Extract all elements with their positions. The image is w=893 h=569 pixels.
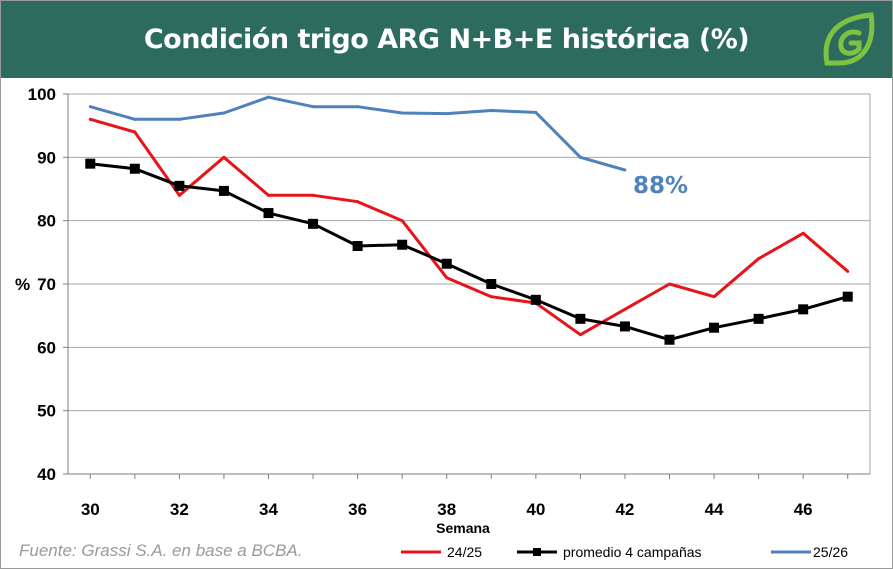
data-point xyxy=(530,294,541,305)
x-tick-label: 42 xyxy=(615,500,634,519)
data-point xyxy=(222,155,226,159)
data-point xyxy=(352,241,363,251)
x-tick-label: 30 xyxy=(81,500,100,519)
data-point xyxy=(133,130,137,134)
y-axis-label: % xyxy=(15,275,30,294)
legend-label: 24/25 xyxy=(447,544,482,560)
y-tick-label: 40 xyxy=(37,465,56,484)
data-point xyxy=(445,276,449,280)
data-point xyxy=(85,158,96,169)
data-point xyxy=(445,112,449,116)
leaf-g-logo-icon xyxy=(823,12,875,66)
y-tick-label: 80 xyxy=(37,212,56,231)
y-tick-label: 50 xyxy=(37,402,56,421)
data-point xyxy=(267,95,270,99)
series-1 xyxy=(88,117,850,337)
data-point xyxy=(308,218,319,229)
data-point xyxy=(534,110,538,114)
data-point xyxy=(578,155,582,159)
data-point xyxy=(757,257,761,261)
legend: 24/25 promedio 4 campañas 25/26 xyxy=(401,544,848,560)
data-point xyxy=(846,269,850,273)
data-point xyxy=(709,322,720,333)
data-point xyxy=(753,313,764,324)
legend-label: promedio 4 campañas xyxy=(563,544,702,560)
x-tick-label: 32 xyxy=(170,500,189,519)
y-tick-label: 60 xyxy=(37,338,56,357)
data-point xyxy=(263,208,274,219)
chart-title: Condición trigo ARG N+B+E histórica (%) xyxy=(143,24,750,55)
series-2 xyxy=(85,158,853,345)
series-line xyxy=(90,162,849,342)
y-axis-ticks: 40 50 60 70 80 90 100 xyxy=(28,85,68,484)
data-point xyxy=(311,193,315,197)
x-tick-label: 38 xyxy=(437,500,456,519)
data-point xyxy=(489,295,493,299)
legend-item: promedio 4 campañas xyxy=(517,544,702,560)
data-point xyxy=(311,105,315,109)
data-point xyxy=(356,200,360,204)
data-point xyxy=(619,321,630,332)
x-tick-label: 46 xyxy=(794,500,813,519)
legend-item: 24/25 xyxy=(401,544,482,560)
legend-item: 25/26 xyxy=(771,544,848,560)
data-point xyxy=(441,258,452,269)
data-point xyxy=(798,304,809,315)
data-point xyxy=(397,239,408,250)
data-point xyxy=(489,108,493,112)
x-tick-label: 44 xyxy=(705,500,724,519)
x-axis-label: Semana xyxy=(436,520,490,536)
data-point xyxy=(88,117,92,121)
data-point xyxy=(218,185,229,196)
series-line xyxy=(89,117,849,337)
data-point xyxy=(174,180,185,191)
data-point xyxy=(575,313,586,324)
data-point xyxy=(801,231,805,235)
y-tick-label: 100 xyxy=(28,85,56,104)
data-point xyxy=(177,117,181,121)
y-tick-label: 70 xyxy=(37,275,56,294)
series-layer xyxy=(85,95,853,345)
data-point xyxy=(267,193,270,197)
x-tick-label: 34 xyxy=(259,500,278,519)
data-point xyxy=(356,105,360,109)
data-point xyxy=(623,168,627,172)
data-point xyxy=(623,307,627,311)
data-point xyxy=(88,105,92,109)
data-point xyxy=(842,291,853,302)
data-point xyxy=(400,111,404,115)
data-point xyxy=(133,117,137,121)
data-point xyxy=(486,279,497,289)
title-banner: Condición trigo ARG N+B+E histórica (%) xyxy=(1,1,892,78)
legend-label: 25/26 xyxy=(813,544,848,560)
x-tick-label: 36 xyxy=(348,500,367,519)
data-point xyxy=(664,334,675,345)
data-point xyxy=(177,193,181,197)
data-point xyxy=(668,282,671,286)
x-tick-label: 40 xyxy=(526,500,545,519)
data-point xyxy=(400,219,404,223)
data-point xyxy=(578,333,582,337)
data-point xyxy=(712,295,716,299)
data-point xyxy=(129,163,140,174)
source-note: Fuente: Grassi S.A. en base a BCBA. xyxy=(19,541,303,560)
data-point xyxy=(222,111,226,115)
x-axis-ticks: 30 32 34 36 38 40 42 44 46 xyxy=(81,474,849,519)
legend-marker xyxy=(533,548,541,556)
y-tick-label: 90 xyxy=(37,148,56,167)
series-3 xyxy=(88,95,627,172)
last-value-annotation: 88% xyxy=(633,173,688,199)
